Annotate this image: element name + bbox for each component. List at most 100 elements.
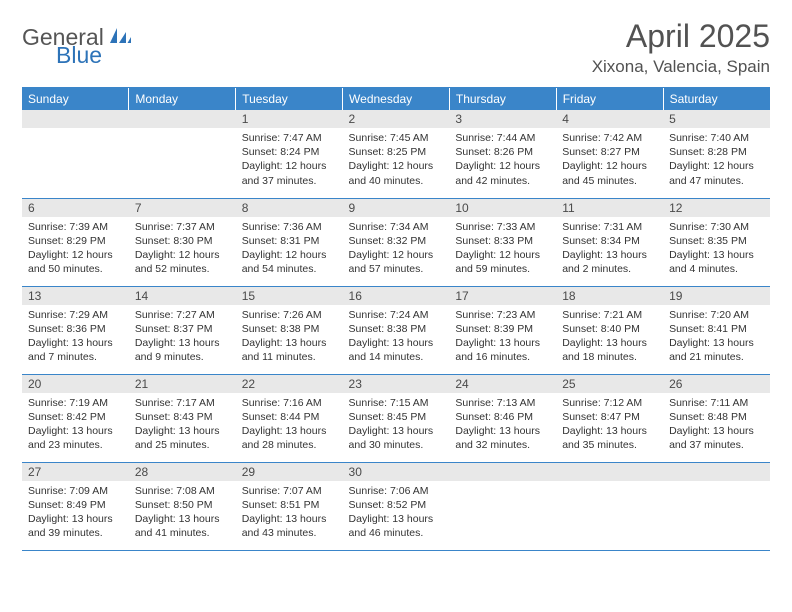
- day-cell: 2Sunrise: 7:45 AMSunset: 8:25 PMDaylight…: [343, 110, 450, 198]
- day-number: 4: [556, 110, 663, 128]
- day-content: Sunrise: 7:31 AMSunset: 8:34 PMDaylight:…: [556, 217, 663, 279]
- day-content: Sunrise: 7:26 AMSunset: 8:38 PMDaylight:…: [236, 305, 343, 367]
- calendar-table: SundayMondayTuesdayWednesdayThursdayFrid…: [22, 88, 770, 551]
- day-content: Sunrise: 7:44 AMSunset: 8:26 PMDaylight:…: [449, 128, 556, 190]
- day-cell: 22Sunrise: 7:16 AMSunset: 8:44 PMDayligh…: [236, 374, 343, 462]
- day-content: Sunrise: 7:39 AMSunset: 8:29 PMDaylight:…: [22, 217, 129, 279]
- day-content: Sunrise: 7:29 AMSunset: 8:36 PMDaylight:…: [22, 305, 129, 367]
- day-cell: 18Sunrise: 7:21 AMSunset: 8:40 PMDayligh…: [556, 286, 663, 374]
- day-cell: [449, 462, 556, 550]
- day-cell: 4Sunrise: 7:42 AMSunset: 8:27 PMDaylight…: [556, 110, 663, 198]
- day-cell: 23Sunrise: 7:15 AMSunset: 8:45 PMDayligh…: [343, 374, 450, 462]
- day-header-row: SundayMondayTuesdayWednesdayThursdayFrid…: [22, 88, 770, 110]
- title-block: April 2025 Xixona, Valencia, Spain: [592, 18, 770, 77]
- day-content: Sunrise: 7:40 AMSunset: 8:28 PMDaylight:…: [663, 128, 770, 190]
- day-number: 7: [129, 199, 236, 217]
- day-number: 9: [343, 199, 450, 217]
- day-cell: 3Sunrise: 7:44 AMSunset: 8:26 PMDaylight…: [449, 110, 556, 198]
- day-number: 27: [22, 463, 129, 481]
- day-content: Sunrise: 7:23 AMSunset: 8:39 PMDaylight:…: [449, 305, 556, 367]
- day-content: Sunrise: 7:27 AMSunset: 8:37 PMDaylight:…: [129, 305, 236, 367]
- day-content: Sunrise: 7:45 AMSunset: 8:25 PMDaylight:…: [343, 128, 450, 190]
- day-number: 30: [343, 463, 450, 481]
- day-number: 15: [236, 287, 343, 305]
- day-cell: 30Sunrise: 7:06 AMSunset: 8:52 PMDayligh…: [343, 462, 450, 550]
- day-content: Sunrise: 7:13 AMSunset: 8:46 PMDaylight:…: [449, 393, 556, 455]
- day-content: Sunrise: 7:37 AMSunset: 8:30 PMDaylight:…: [129, 217, 236, 279]
- day-cell: 24Sunrise: 7:13 AMSunset: 8:46 PMDayligh…: [449, 374, 556, 462]
- day-header-saturday: Saturday: [663, 88, 770, 110]
- day-cell: 5Sunrise: 7:40 AMSunset: 8:28 PMDaylight…: [663, 110, 770, 198]
- day-cell: 25Sunrise: 7:12 AMSunset: 8:47 PMDayligh…: [556, 374, 663, 462]
- day-number: 24: [449, 375, 556, 393]
- day-number: 10: [449, 199, 556, 217]
- day-number: 13: [22, 287, 129, 305]
- day-content: Sunrise: 7:07 AMSunset: 8:51 PMDaylight:…: [236, 481, 343, 543]
- day-cell: 29Sunrise: 7:07 AMSunset: 8:51 PMDayligh…: [236, 462, 343, 550]
- day-cell: 21Sunrise: 7:17 AMSunset: 8:43 PMDayligh…: [129, 374, 236, 462]
- day-number: 29: [236, 463, 343, 481]
- day-cell: 9Sunrise: 7:34 AMSunset: 8:32 PMDaylight…: [343, 198, 450, 286]
- day-content: Sunrise: 7:36 AMSunset: 8:31 PMDaylight:…: [236, 217, 343, 279]
- brand-part2: Blue: [56, 42, 102, 69]
- day-header-tuesday: Tuesday: [236, 88, 343, 110]
- page-header: General Blue April 2025 Xixona, Valencia…: [22, 18, 770, 77]
- day-header-thursday: Thursday: [449, 88, 556, 110]
- day-cell: 7Sunrise: 7:37 AMSunset: 8:30 PMDaylight…: [129, 198, 236, 286]
- week-row: 27Sunrise: 7:09 AMSunset: 8:49 PMDayligh…: [22, 462, 770, 550]
- day-content: Sunrise: 7:30 AMSunset: 8:35 PMDaylight:…: [663, 217, 770, 279]
- day-header-friday: Friday: [556, 88, 663, 110]
- week-row: 20Sunrise: 7:19 AMSunset: 8:42 PMDayligh…: [22, 374, 770, 462]
- day-header-sunday: Sunday: [22, 88, 129, 110]
- day-cell: 12Sunrise: 7:30 AMSunset: 8:35 PMDayligh…: [663, 198, 770, 286]
- day-number: 3: [449, 110, 556, 128]
- day-number-empty: [556, 463, 663, 481]
- day-content: Sunrise: 7:16 AMSunset: 8:44 PMDaylight:…: [236, 393, 343, 455]
- day-content: Sunrise: 7:20 AMSunset: 8:41 PMDaylight:…: [663, 305, 770, 367]
- day-cell: 19Sunrise: 7:20 AMSunset: 8:41 PMDayligh…: [663, 286, 770, 374]
- day-number: 25: [556, 375, 663, 393]
- day-number: 22: [236, 375, 343, 393]
- day-cell: [129, 110, 236, 198]
- day-cell: 27Sunrise: 7:09 AMSunset: 8:49 PMDayligh…: [22, 462, 129, 550]
- week-row: 13Sunrise: 7:29 AMSunset: 8:36 PMDayligh…: [22, 286, 770, 374]
- day-cell: 8Sunrise: 7:36 AMSunset: 8:31 PMDaylight…: [236, 198, 343, 286]
- day-number: 26: [663, 375, 770, 393]
- week-row: 6Sunrise: 7:39 AMSunset: 8:29 PMDaylight…: [22, 198, 770, 286]
- day-cell: 11Sunrise: 7:31 AMSunset: 8:34 PMDayligh…: [556, 198, 663, 286]
- day-content: Sunrise: 7:47 AMSunset: 8:24 PMDaylight:…: [236, 128, 343, 190]
- day-content: Sunrise: 7:06 AMSunset: 8:52 PMDaylight:…: [343, 481, 450, 543]
- sails-icon: [109, 26, 131, 49]
- location-subtitle: Xixona, Valencia, Spain: [592, 57, 770, 77]
- day-number: 8: [236, 199, 343, 217]
- day-content: Sunrise: 7:11 AMSunset: 8:48 PMDaylight:…: [663, 393, 770, 455]
- day-number-empty: [129, 110, 236, 128]
- day-cell: [556, 462, 663, 550]
- day-content: Sunrise: 7:15 AMSunset: 8:45 PMDaylight:…: [343, 393, 450, 455]
- day-number: 19: [663, 287, 770, 305]
- day-cell: [22, 110, 129, 198]
- day-cell: 28Sunrise: 7:08 AMSunset: 8:50 PMDayligh…: [129, 462, 236, 550]
- day-header-wednesday: Wednesday: [343, 88, 450, 110]
- day-cell: 10Sunrise: 7:33 AMSunset: 8:33 PMDayligh…: [449, 198, 556, 286]
- day-number: 12: [663, 199, 770, 217]
- day-content: Sunrise: 7:17 AMSunset: 8:43 PMDaylight:…: [129, 393, 236, 455]
- calendar: SundayMondayTuesdayWednesdayThursdayFrid…: [22, 87, 770, 551]
- day-number-empty: [663, 463, 770, 481]
- day-content: Sunrise: 7:09 AMSunset: 8:49 PMDaylight:…: [22, 481, 129, 543]
- day-header-monday: Monday: [129, 88, 236, 110]
- day-number: 28: [129, 463, 236, 481]
- day-content: Sunrise: 7:19 AMSunset: 8:42 PMDaylight:…: [22, 393, 129, 455]
- week-row: 1Sunrise: 7:47 AMSunset: 8:24 PMDaylight…: [22, 110, 770, 198]
- day-number: 14: [129, 287, 236, 305]
- day-number: 16: [343, 287, 450, 305]
- day-cell: 16Sunrise: 7:24 AMSunset: 8:38 PMDayligh…: [343, 286, 450, 374]
- day-number: 20: [22, 375, 129, 393]
- day-cell: 26Sunrise: 7:11 AMSunset: 8:48 PMDayligh…: [663, 374, 770, 462]
- day-cell: 1Sunrise: 7:47 AMSunset: 8:24 PMDaylight…: [236, 110, 343, 198]
- day-number: 23: [343, 375, 450, 393]
- day-content: Sunrise: 7:08 AMSunset: 8:50 PMDaylight:…: [129, 481, 236, 543]
- day-cell: 14Sunrise: 7:27 AMSunset: 8:37 PMDayligh…: [129, 286, 236, 374]
- day-cell: [663, 462, 770, 550]
- day-content: Sunrise: 7:24 AMSunset: 8:38 PMDaylight:…: [343, 305, 450, 367]
